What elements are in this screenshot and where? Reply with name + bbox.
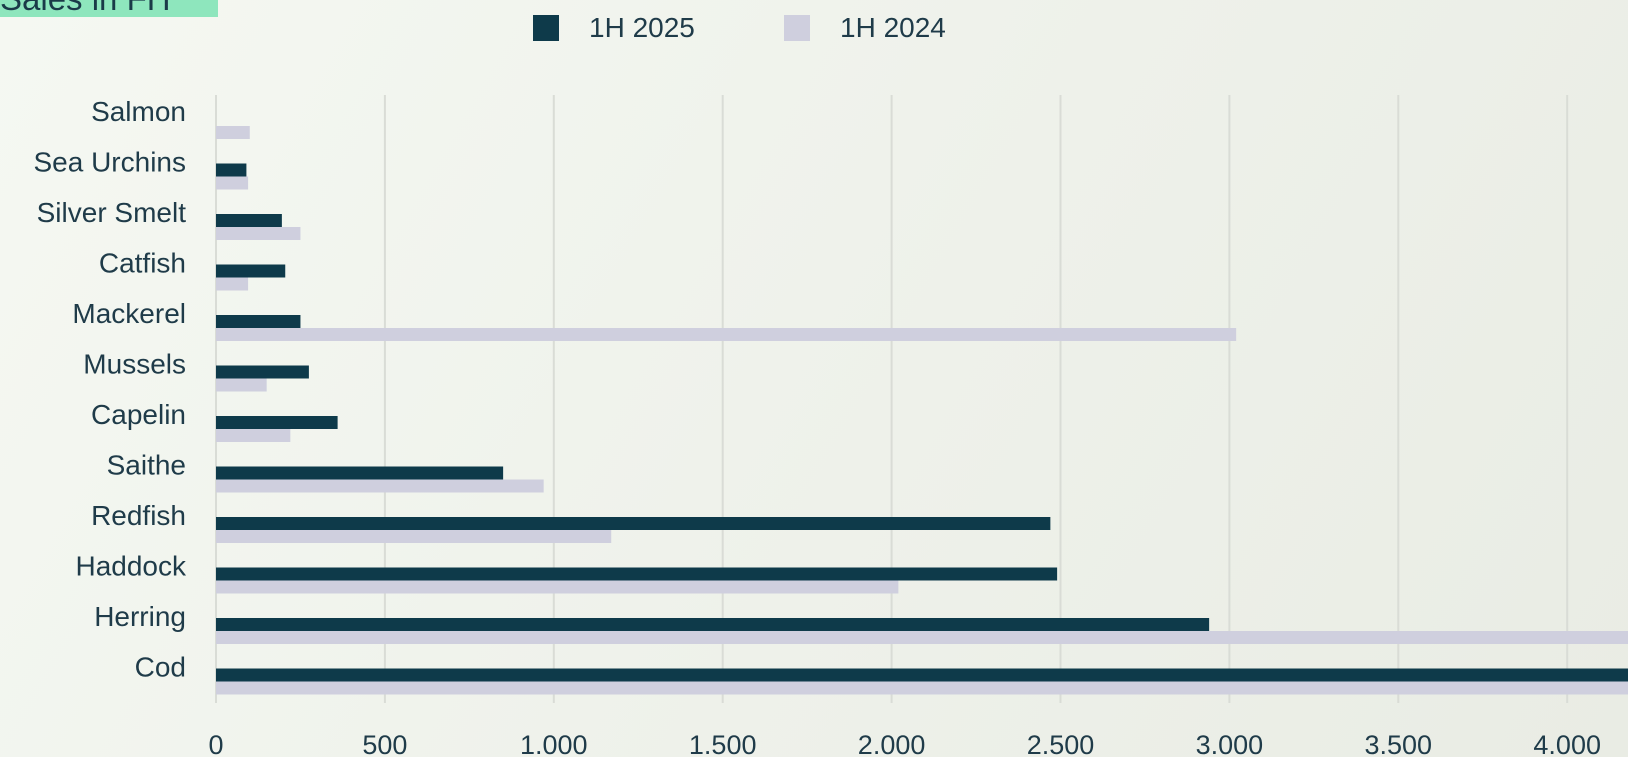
legend-item-1h-2025: 1H 2025 [533,10,695,46]
x-tick-label: 1.500 [689,730,757,757]
legend-swatch-1h-2025 [533,15,559,41]
bar-1h-2025 [216,163,247,177]
bar-1h-2025 [216,668,1628,682]
bar-1h-2025 [216,618,1210,631]
category-label: Haddock [75,551,187,582]
bar-1h-2025 [216,466,504,480]
bar-1h-2025 [216,214,282,227]
x-tick-label: 0 [208,730,223,757]
bar-1h-2025 [216,567,1058,581]
x-tick-label: 500 [362,730,407,757]
legend-label-1h-2024: 1H 2024 [840,12,946,43]
bar-1h-2025 [216,416,338,429]
bar-1h-2024 [216,479,544,493]
category-label: Silver Smelt [37,197,187,228]
bar-1h-2024 [216,277,249,291]
bar-1h-2025 [216,264,286,278]
bar-1h-2024 [216,227,301,240]
category-label: Catfish [99,248,186,279]
bar-1h-2024 [216,631,1628,644]
bar-1h-2024 [216,429,291,442]
bar-1h-2025 [216,517,1051,530]
category-label: Mussels [83,349,186,380]
legend-label-1h-2025: 1H 2025 [589,12,695,43]
category-label: Sea Urchins [33,147,186,178]
x-tick-label: 2.000 [858,730,926,757]
bar-1h-2024 [216,176,249,190]
bar-1h-2024 [216,530,612,543]
chart-legend: 1H 2025 1H 2024 [0,10,1628,46]
bar-1h-2024 [216,328,1237,341]
bar-1h-2024 [216,126,250,139]
bar-1h-2025 [216,315,301,328]
x-tick-label: 4.000 [1533,730,1601,757]
category-label: Cod [135,652,186,683]
category-label: Mackerel [72,298,186,329]
bar-1h-2024 [216,580,899,594]
x-tick-label: 3.500 [1365,730,1433,757]
x-tick-label: 3.000 [1196,730,1264,757]
legend-item-1h-2024: 1H 2024 [784,10,946,46]
bar-1h-2024 [216,378,267,392]
x-tick-label: 1.000 [520,730,588,757]
bar-1h-2024 [216,681,1628,695]
bar-1h-2025 [216,365,309,379]
category-label: Salmon [91,96,186,127]
category-label: Redfish [91,500,186,531]
category-label: Saithe [107,450,186,481]
category-label: Herring [94,601,186,632]
category-label: Capelin [91,399,186,430]
legend-swatch-1h-2024 [784,15,810,41]
x-tick-label: 2.500 [1027,730,1095,757]
chart-title-fragment: Sales in FH [0,0,218,17]
